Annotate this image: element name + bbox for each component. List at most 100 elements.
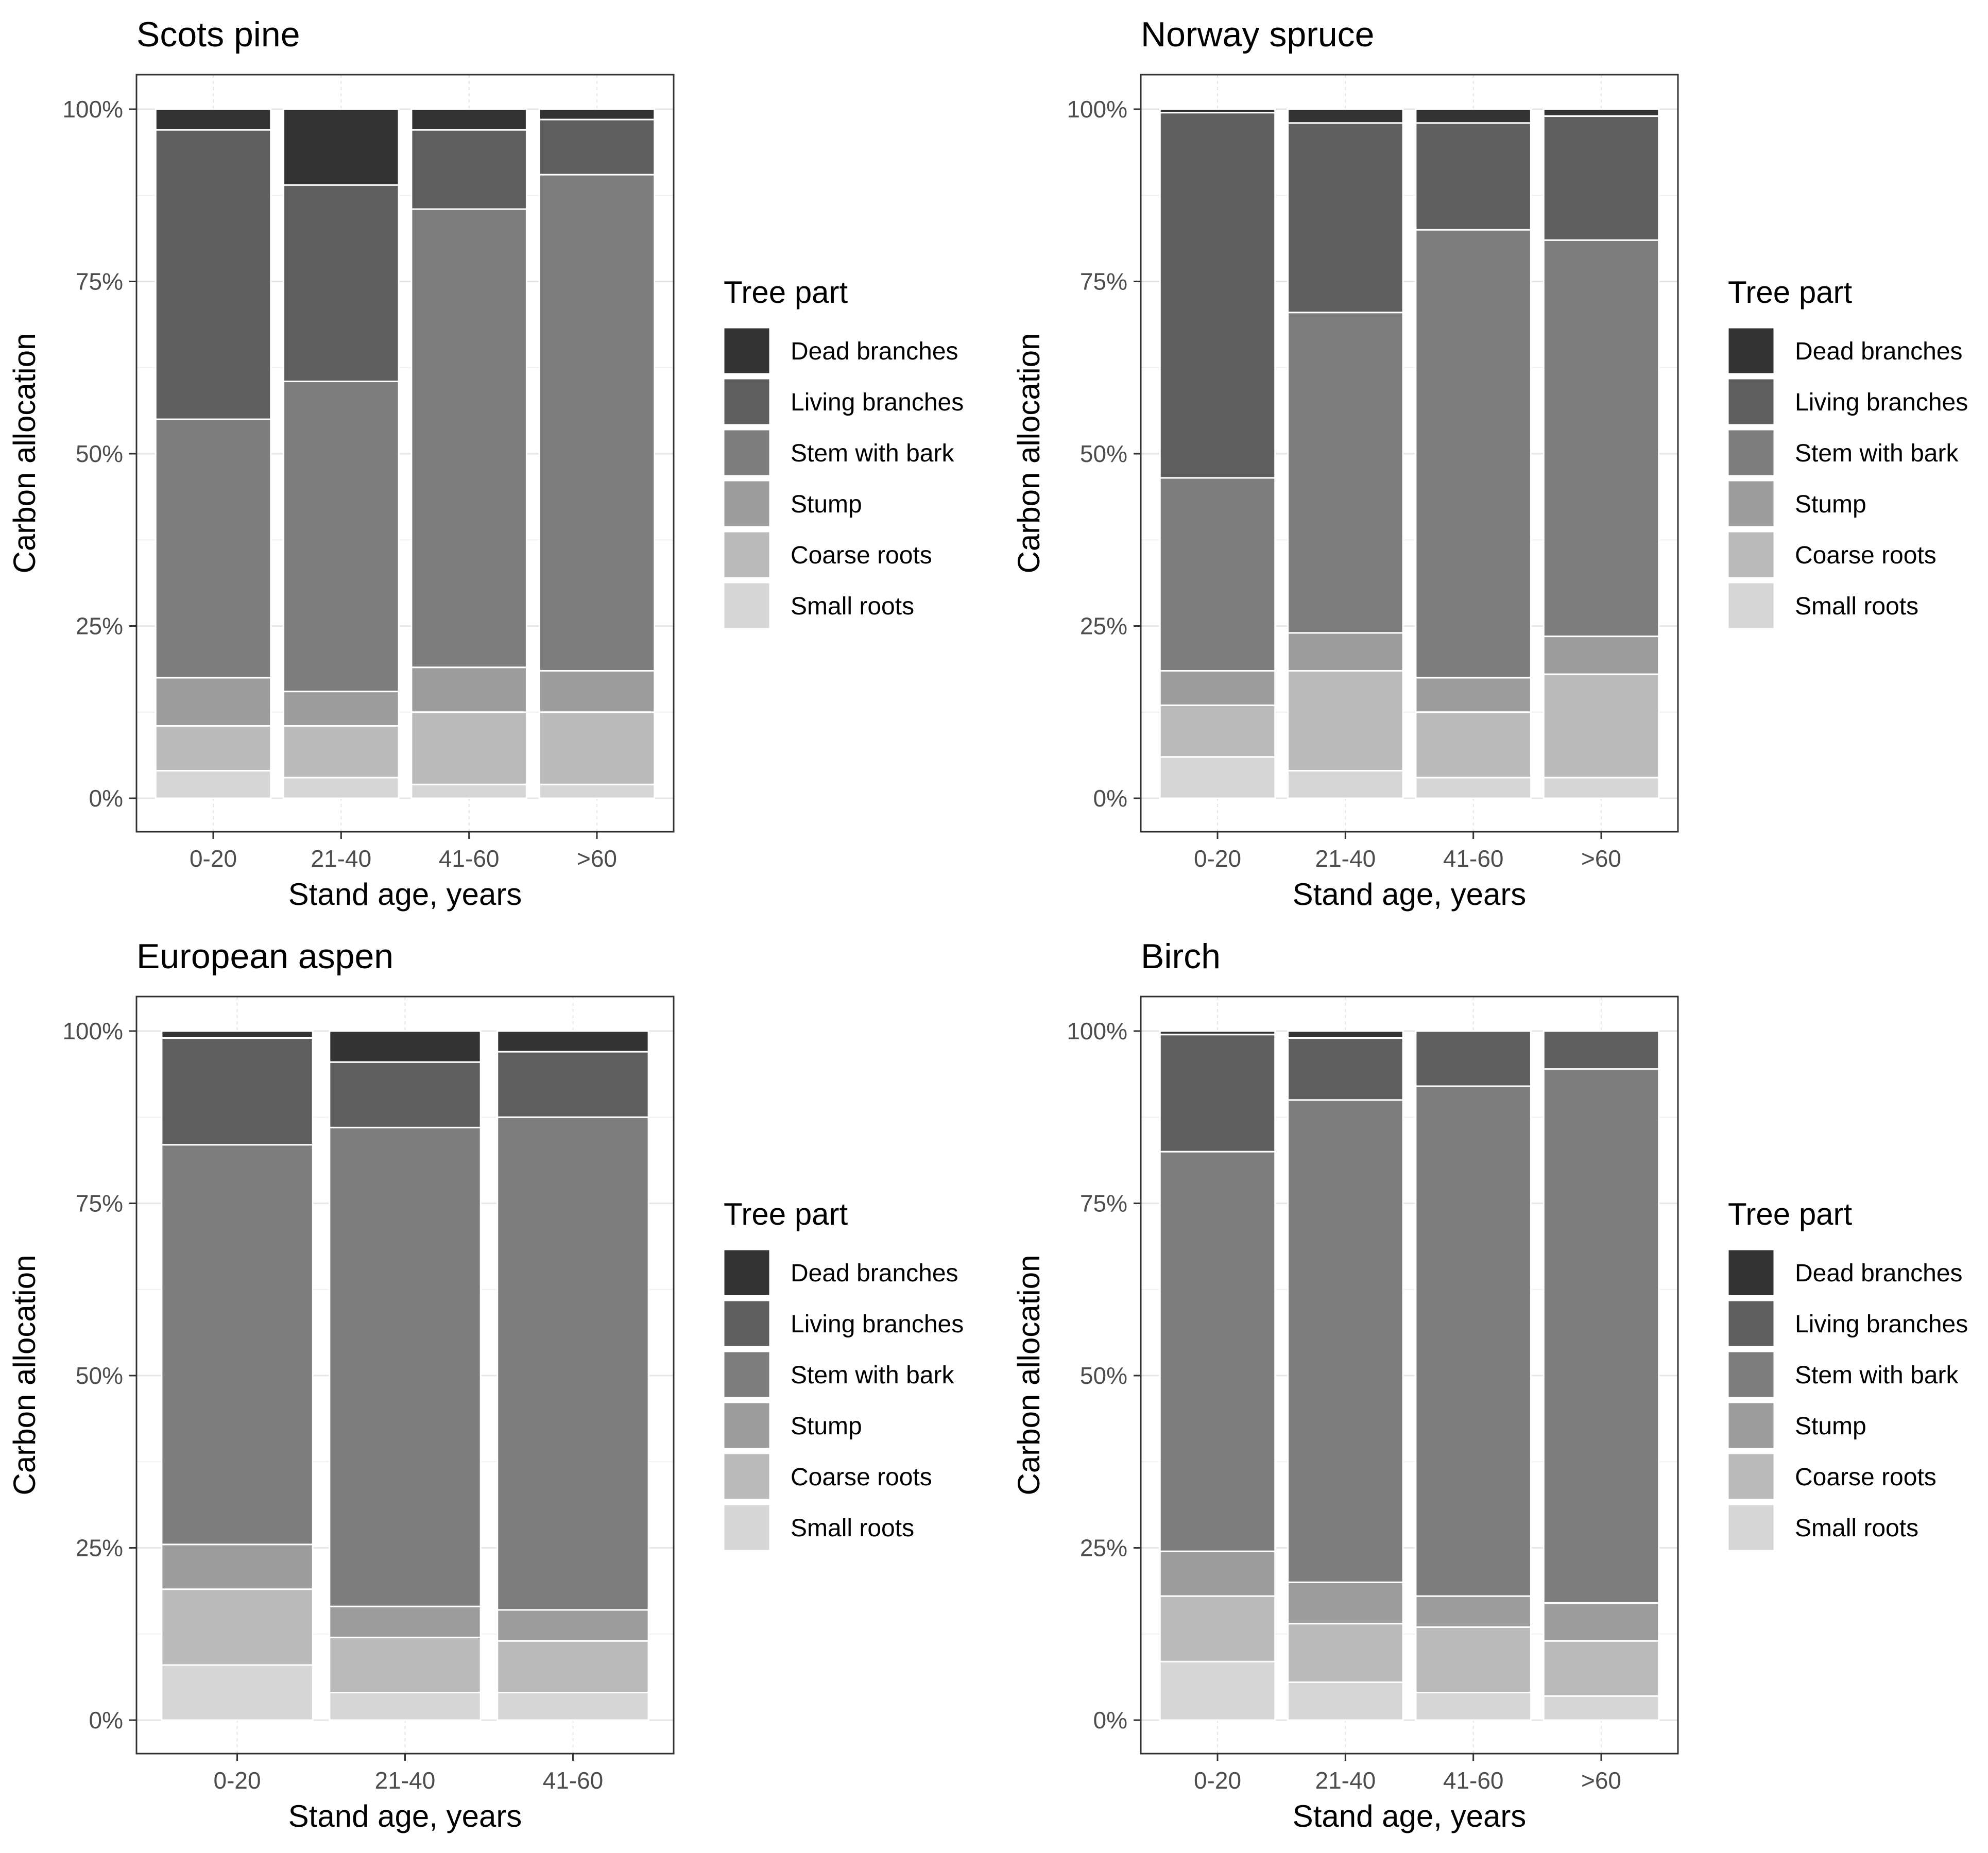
- bar-segment-coarse-roots: [1159, 704, 1276, 758]
- x-tick-label: 41-60: [1443, 1767, 1504, 1794]
- bar-segment-small-roots: [496, 1691, 649, 1721]
- x-axis: 0-20 21-40 41-60 >60: [1194, 832, 1621, 872]
- legend-label: Dead branches: [1795, 338, 1963, 365]
- bar-segment-stem-with-bark: [283, 381, 400, 693]
- legend-swatch: [1727, 1248, 1775, 1297]
- bar-segment-stem-with-bark: [496, 1116, 649, 1611]
- bar-21-40: [283, 108, 400, 799]
- legend-item-coarse-roots: Coarse roots: [723, 1452, 932, 1501]
- y-tick-label: 50%: [76, 440, 123, 467]
- x-axis: 0-20 21-40 41-60 >60: [1194, 1754, 1621, 1794]
- bar-41-60: [496, 1030, 649, 1721]
- legend-swatch: [723, 378, 771, 426]
- bar-segment-coarse-roots: [283, 725, 400, 779]
- bar-segment-small-roots: [1287, 1681, 1404, 1721]
- bar-0-20: [1159, 108, 1276, 799]
- bar-segment-stump: [1287, 632, 1404, 672]
- legend-label: Dead branches: [791, 338, 958, 365]
- y-tick-label: 0%: [1093, 1707, 1127, 1734]
- y-tick-label: 100%: [62, 96, 123, 123]
- panel-norway-spruce: Norway spruce 0% 25% 50% 75% 100% 0-20 21-40 41-…: [1012, 15, 1968, 912]
- bar-segment-living-branches: [1415, 1030, 1532, 1087]
- y-tick-label: 25%: [1080, 1535, 1127, 1562]
- bar-segment-living-branches: [283, 184, 400, 383]
- x-tick-label: >60: [1581, 845, 1621, 872]
- legend-item-stem-with-bark: Stem with bark: [723, 1350, 954, 1399]
- bar-0-20: [155, 108, 272, 799]
- legend-item-small-roots: Small roots: [723, 581, 914, 630]
- bar-segment-dead-branches: [1287, 1030, 1404, 1039]
- bar-segment-stem-with-bark: [161, 1144, 314, 1546]
- legend-swatch: [723, 1452, 771, 1501]
- bar-segment-dead-branches: [329, 1030, 482, 1063]
- bar-segment-coarse-roots: [496, 1640, 649, 1693]
- legend-swatch: [1727, 1503, 1775, 1552]
- x-tick-label: 0-20: [1194, 845, 1241, 872]
- legend-swatch: [723, 581, 771, 630]
- legend-item-living-branches: Living branches: [1727, 378, 1968, 426]
- legend-title: Tree part: [724, 1197, 848, 1231]
- bar-segment-coarse-roots: [538, 711, 656, 785]
- bar-segment-small-roots: [1159, 1660, 1276, 1721]
- legend-label: Stem with bark: [1795, 440, 1959, 467]
- legend-item-stump: Stump: [723, 1401, 862, 1450]
- y-tick-label: 75%: [1080, 1190, 1127, 1217]
- legend-label: Small roots: [1795, 593, 1918, 620]
- bar-segment-living-branches: [410, 129, 527, 210]
- x-tick-label: 21-40: [375, 1767, 436, 1794]
- legend-swatch: [1727, 1452, 1775, 1501]
- x-tick-label: 41-60: [439, 845, 500, 872]
- bar-segment-stump: [329, 1605, 482, 1638]
- bar-segment-living-branches: [496, 1051, 649, 1118]
- legend-label: Stump: [791, 1413, 862, 1440]
- bar-segment-stump: [161, 1543, 314, 1590]
- bars: [1159, 1030, 1660, 1721]
- bar-segment-small-roots: [1543, 777, 1660, 799]
- y-tick-label: 0%: [89, 1707, 123, 1734]
- legend-item-coarse-roots: Coarse roots: [1727, 1452, 1936, 1501]
- bar-41-60: [1415, 1030, 1532, 1721]
- bar-segment-small-roots: [1415, 777, 1532, 799]
- bar-segment-stump: [1543, 1602, 1660, 1642]
- bar-segment-stump: [1415, 677, 1532, 713]
- legend-label: Small roots: [791, 593, 914, 620]
- bar-21-40: [1287, 108, 1404, 799]
- legend-swatch: [1727, 428, 1775, 477]
- bar-segment-living-branches: [1415, 122, 1532, 231]
- legend-label: Coarse roots: [791, 542, 932, 569]
- y-tick-label: 100%: [1067, 1018, 1127, 1044]
- legend-title: Tree part: [1728, 275, 1853, 310]
- y-tick-label: 0%: [1093, 785, 1127, 812]
- legend-label: Dead branches: [1795, 1260, 1963, 1287]
- legend-swatch: [723, 479, 771, 528]
- bar-segment-small-roots: [538, 783, 656, 799]
- legend-item-stump: Stump: [1727, 479, 1866, 528]
- bar-segment-coarse-roots: [1415, 711, 1532, 779]
- y-axis-title: Carbon allocation: [1012, 1255, 1046, 1496]
- y-tick-label: 50%: [1080, 1362, 1127, 1389]
- legend-label: Stem with bark: [791, 440, 954, 467]
- legend-item-small-roots: Small roots: [723, 1503, 914, 1552]
- y-tick-label: 75%: [1080, 268, 1127, 295]
- bar-segment-coarse-roots: [1543, 673, 1660, 779]
- bar-segment-stump: [155, 677, 272, 727]
- y-tick-label: 25%: [1080, 613, 1127, 640]
- bar-21-40: [329, 1030, 482, 1721]
- panel-title: European aspen: [136, 937, 393, 976]
- legend-item-coarse-roots: Coarse roots: [1727, 530, 1936, 579]
- bars: [155, 108, 656, 799]
- bar-segment-dead-branches: [1415, 108, 1532, 124]
- legend-item-small-roots: Small roots: [1727, 1503, 1918, 1552]
- x-tick-label: 0-20: [214, 1767, 261, 1794]
- legend-label: Stem with bark: [1795, 1362, 1959, 1389]
- legend-label: Stem with bark: [791, 1362, 954, 1389]
- bar-0-20: [1159, 1030, 1276, 1721]
- bar-segment-coarse-roots: [410, 711, 527, 785]
- y-tick-label: 50%: [76, 1362, 123, 1389]
- legend-item-stump: Stump: [723, 479, 862, 528]
- legend: Tree part Dead branches Living branches Ste…: [1727, 1197, 1968, 1552]
- y-tick-label: 0%: [89, 785, 123, 812]
- legend: Tree part Dead branches Living branches Ste…: [723, 275, 964, 630]
- legend-label: Coarse roots: [791, 1464, 932, 1491]
- bar-segment-dead-branches: [155, 108, 272, 131]
